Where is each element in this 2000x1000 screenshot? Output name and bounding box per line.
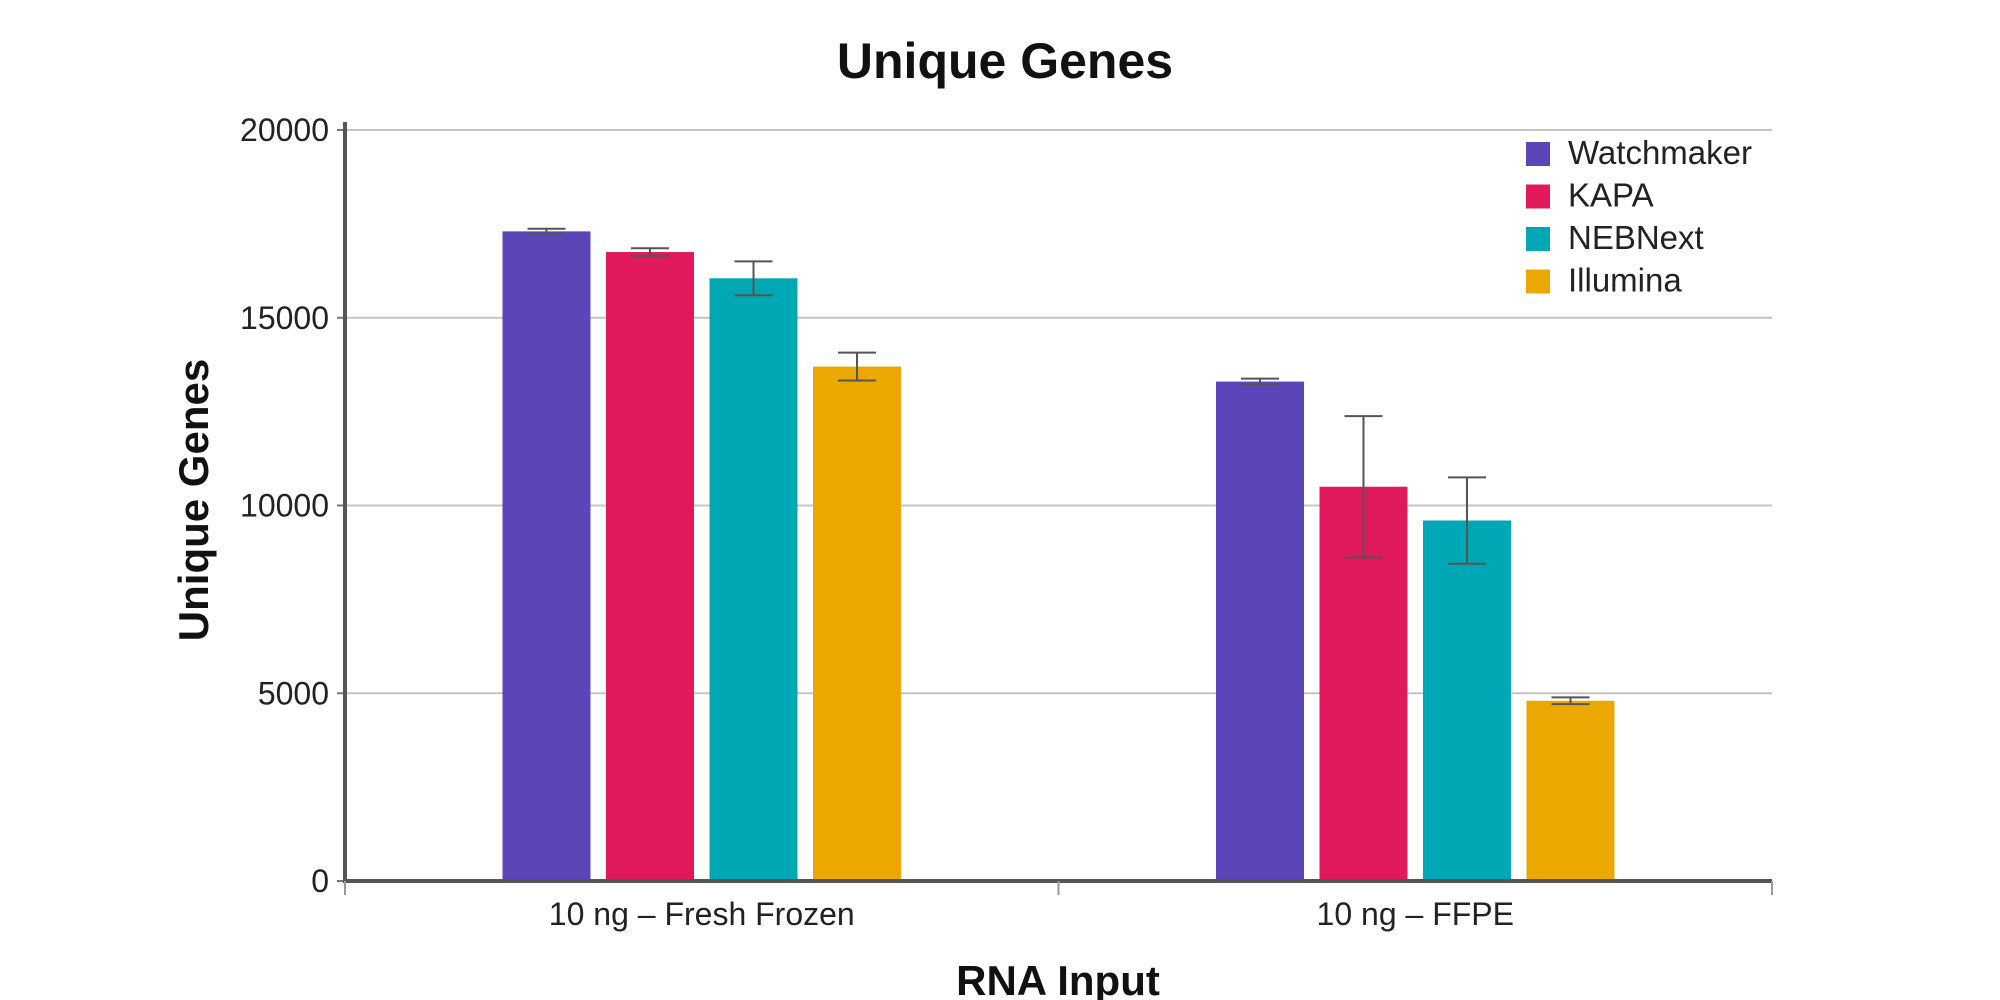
legend: Watchmaker KAPA NEBNext Illumina — [1526, 134, 1752, 299]
bar — [1526, 700, 1615, 881]
bar — [606, 252, 694, 882]
y-tick-label: 10000 — [240, 488, 329, 524]
bars — [502, 227, 1615, 882]
bar — [1423, 520, 1511, 881]
bar — [709, 278, 798, 881]
legend-label: Illumina — [1568, 262, 1682, 299]
axes — [337, 122, 1773, 895]
bar — [1216, 381, 1304, 881]
legend-swatch — [1526, 269, 1550, 294]
y-tick-label: 15000 — [240, 300, 329, 336]
x-tick-label: 10 ng – Fresh Frozen — [549, 896, 855, 932]
y-tick-label: 5000 — [258, 675, 329, 711]
x-tick-label: 10 ng – FFPE — [1317, 896, 1514, 932]
bar — [813, 366, 901, 881]
legend-swatch — [1526, 142, 1550, 166]
axis-labels: 0 5000 10000 15000 20000 10 ng – Fresh Frozen… — [240, 112, 1514, 932]
legend-swatch — [1526, 184, 1550, 209]
y-tick-label: 20000 — [240, 112, 329, 148]
bar — [502, 231, 591, 881]
legend-label: Watchmaker — [1568, 134, 1752, 171]
y-tick-label: 0 — [311, 863, 329, 899]
legend-label: KAPA — [1568, 177, 1654, 214]
legend-swatch — [1526, 227, 1550, 251]
legend-label: NEBNext — [1568, 219, 1704, 256]
y-axis-title: Unique Genes — [170, 359, 217, 641]
x-axis-title: RNA Input — [956, 957, 1160, 1000]
chart-title: Unique Genes — [837, 33, 1173, 89]
